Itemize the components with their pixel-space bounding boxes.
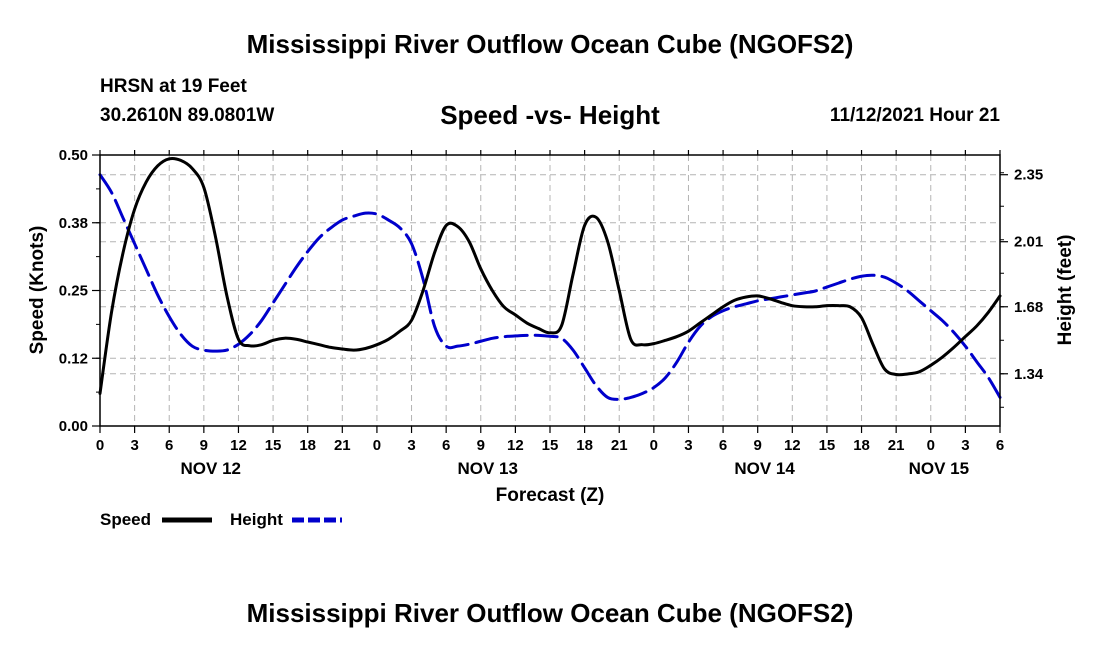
x-tick-label: 6 — [996, 437, 1004, 454]
y-axis-left-title: Speed (Knots) — [27, 226, 48, 355]
x-tick-label: 3 — [130, 437, 138, 454]
x-tick-label: 18 — [853, 437, 870, 454]
x-tick-label: 6 — [165, 437, 173, 454]
x-tick-label: 0 — [650, 437, 658, 454]
speed-series-line — [98, 156, 1002, 395]
x-tick-label: 12 — [230, 437, 247, 454]
y-tick-label-left: 0.12 — [59, 350, 88, 367]
day-label: NOV 12 — [181, 459, 241, 478]
x-tick-label: 15 — [265, 437, 282, 454]
forecast-datetime: 11/12/2021 Hour 21 — [829, 105, 1000, 126]
x-tick-label: 3 — [961, 437, 969, 454]
tick-labels: 0 3 6 9 12 15 18 21 0 3 6 9 12 15 18 21 0 3 6 9 12 15 18 21 0 3 6N… — [59, 147, 1044, 478]
x-tick-label: 3 — [407, 437, 415, 454]
y-tick-label-left: 0.00 — [59, 418, 88, 435]
plot-frame — [99, 154, 1001, 427]
x-tick-label: 6 — [442, 437, 450, 454]
grid-lines — [99, 154, 1001, 427]
y-axis-right-title: Height (feet) — [1055, 235, 1076, 346]
x-tick-label: 9 — [754, 437, 762, 454]
x-tick-label: 18 — [576, 437, 593, 454]
day-label: NOV 13 — [457, 459, 517, 478]
x-tick-label: 6 — [719, 437, 727, 454]
chart-main-title: Mississippi River Outflow Ocean Cube (NG… — [246, 29, 854, 59]
x-tick-label: 21 — [334, 437, 351, 454]
x-axis-title: Forecast (Z) — [496, 485, 605, 506]
y-tick-label-left: 0.38 — [59, 215, 88, 232]
legend-speed-label: Speed — [100, 510, 151, 529]
x-tick-label: 9 — [200, 437, 208, 454]
x-tick-label: 12 — [507, 437, 524, 454]
legend-height-label: Height — [230, 510, 283, 529]
y-tick-label-right: 2.01 — [1014, 234, 1043, 251]
x-tick-label: 0 — [96, 437, 104, 454]
station-label: HRSN at 19 Feet — [100, 76, 247, 97]
footer-title: Mississippi River Outflow Ocean Cube (NG… — [246, 598, 854, 628]
height-series-line — [98, 173, 1002, 401]
x-tick-label: 12 — [784, 437, 801, 454]
coordinates-label: 30.2610N 89.0801W — [100, 105, 275, 126]
x-tick-label: 15 — [542, 437, 559, 454]
chart-subtitle: Speed -vs- Height — [440, 100, 660, 130]
x-tick-label: 0 — [927, 437, 935, 454]
day-label: NOV 15 — [909, 459, 969, 478]
x-tick-label: 18 — [299, 437, 316, 454]
x-tick-label: 0 — [373, 437, 381, 454]
y-tick-label-right: 1.34 — [1014, 366, 1044, 383]
legend: Speed Height — [100, 510, 342, 529]
y-tick-label-left: 0.25 — [59, 283, 88, 300]
y-tick-label-left: 0.50 — [59, 147, 88, 164]
y-tick-label-right: 2.35 — [1014, 167, 1043, 184]
data-series — [98, 156, 1002, 401]
x-tick-label: 21 — [888, 437, 905, 454]
y-tick-label-right: 1.68 — [1014, 299, 1043, 316]
x-tick-label: 9 — [477, 437, 485, 454]
x-tick-label: 21 — [611, 437, 628, 454]
x-tick-label: 3 — [684, 437, 692, 454]
day-label: NOV 14 — [734, 459, 795, 478]
x-tick-label: 15 — [819, 437, 836, 454]
